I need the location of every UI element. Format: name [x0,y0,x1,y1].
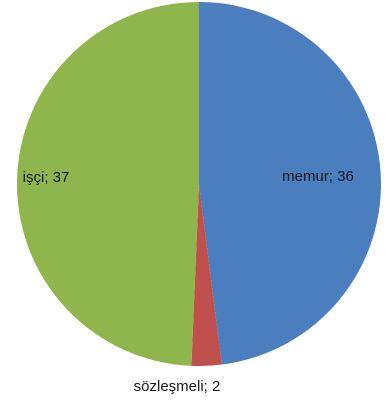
data-label-3: işçi; 37 [23,169,70,186]
pie-slices [17,2,381,366]
data-label-2: sözleşmeli; 2 [134,378,221,395]
pie-slice-3 [17,2,200,366]
pie-data-labels: memur; 36 sözleşmeli; 2 işçi; 37 [23,168,354,395]
pie-slice-2 [191,184,222,366]
pie-slice-1 [199,2,381,365]
data-label-1: memur; 36 [282,168,354,185]
